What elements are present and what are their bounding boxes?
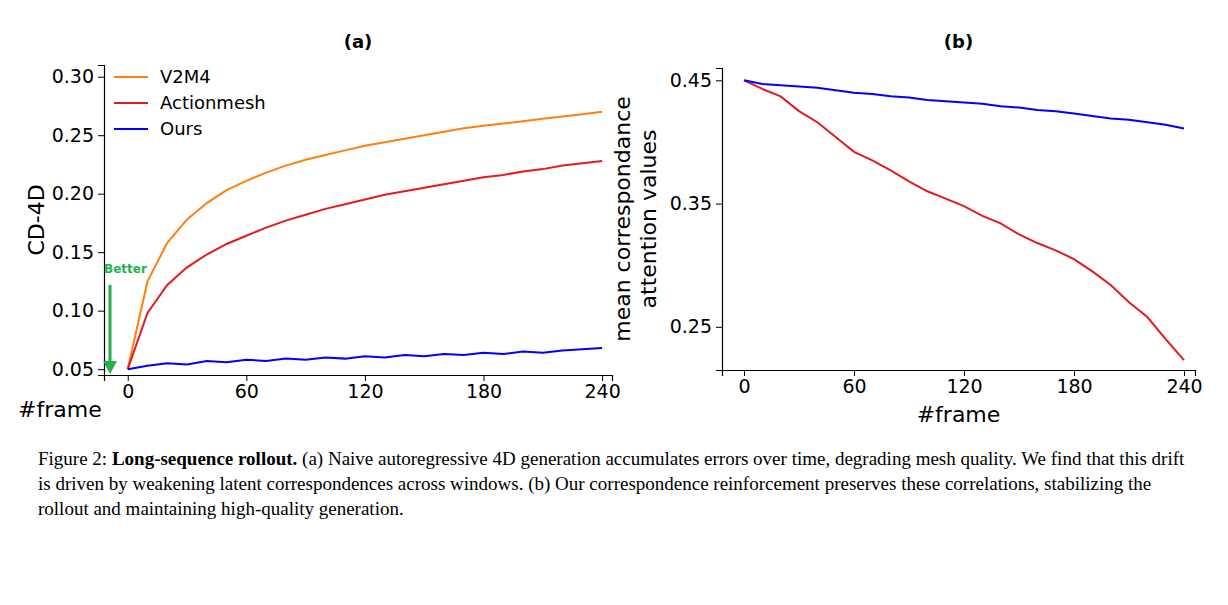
annotation-arrowhead xyxy=(103,361,117,374)
y-tick-mark xyxy=(716,80,722,81)
x-tick-label: 240 xyxy=(584,380,620,402)
legend: V2M4 Actionmesh Ours xyxy=(114,66,266,139)
caption-title: Long-sequence rollout. xyxy=(112,448,297,469)
x-tick-label: 60 xyxy=(235,380,259,402)
series-line xyxy=(744,80,1184,360)
y-tick-mark xyxy=(98,311,104,312)
series-line xyxy=(744,80,1184,128)
x-tick-label: 240 xyxy=(1166,375,1202,397)
y-tick-label: 0.10 xyxy=(52,299,94,321)
legend-swatch xyxy=(114,102,148,104)
x-axis: 0 60 120 180 240 xyxy=(723,370,1203,397)
legend-swatch xyxy=(114,128,148,130)
x-tick-label: 180 xyxy=(466,380,502,402)
y-tick-label: 0.25 xyxy=(52,124,94,146)
legend-label: Actionmesh xyxy=(160,92,266,113)
y-axis-line xyxy=(98,66,105,376)
x-tick: 120 xyxy=(946,370,982,397)
x-tick: 0 xyxy=(738,370,750,397)
y-tick-mark xyxy=(98,135,104,136)
y-axis-title: CD-4D xyxy=(24,184,49,255)
y-tick-label: 0.30 xyxy=(52,65,94,87)
x-tick: 240 xyxy=(584,375,620,402)
x-axis-title: #frame xyxy=(18,397,102,422)
y-tick: 0.10 xyxy=(52,299,104,321)
annotation-arrow xyxy=(109,285,112,363)
plot-area xyxy=(128,112,602,369)
panel: 0 60 120 180 240 0.05 0.10 0.15 0.20 0.25 0.30 (a) #… xyxy=(18,31,621,422)
x-tick: 0 xyxy=(122,375,134,402)
y-tick-mark xyxy=(98,194,104,195)
x-tick-label: 180 xyxy=(1056,375,1092,397)
x-tick-label: 0 xyxy=(122,380,134,402)
y-tick-mark xyxy=(98,252,104,253)
y-tick: 0.25 xyxy=(670,315,722,337)
y-tick-label: 0.35 xyxy=(670,192,712,214)
x-tick-label: 0 xyxy=(738,375,750,397)
x-tick: 180 xyxy=(1056,370,1092,397)
y-tick: 0.45 xyxy=(670,69,722,91)
y-tick-mark xyxy=(716,204,722,205)
x-tick: 120 xyxy=(347,375,383,402)
panel-title: (a) xyxy=(344,31,373,52)
caption: Figure 2: Long-sequence rollout. (a) Nai… xyxy=(38,446,1188,521)
y-tick-mark xyxy=(716,327,722,328)
x-axis-title: #frame xyxy=(917,402,1001,427)
x-axis: 0 60 120 180 240 xyxy=(105,375,621,402)
annotation: Better xyxy=(104,262,147,276)
series-line xyxy=(128,112,602,369)
x-tick: 60 xyxy=(235,375,259,402)
x-tick-label: 60 xyxy=(842,375,866,397)
y-tick: 0.15 xyxy=(52,241,104,263)
y-axis: 0.05 0.10 0.15 0.20 0.25 0.30 xyxy=(52,65,105,379)
x-tick: 180 xyxy=(466,375,502,402)
figure: 0 60 120 180 240 0.05 0.10 0.15 0.20 0.25 0.30 (a) #… xyxy=(0,0,1228,440)
caption-label: Figure 2: xyxy=(38,448,107,469)
y-tick-label: 0.20 xyxy=(52,182,94,204)
x-tick-label: 120 xyxy=(946,375,982,397)
y-axis-line xyxy=(716,69,723,371)
y-tick: 0.05 xyxy=(52,358,104,380)
series-line xyxy=(128,161,602,369)
x-tick: 240 xyxy=(1166,370,1202,397)
y-tick-label: 0.15 xyxy=(52,241,94,263)
y-tick-label: 0.45 xyxy=(670,69,712,91)
y-tick-mark xyxy=(98,369,104,370)
y-tick: 0.35 xyxy=(670,192,722,214)
y-tick: 0.25 xyxy=(52,124,104,146)
legend-swatch xyxy=(114,76,148,78)
x-tick-label: 120 xyxy=(347,380,383,402)
plot-area xyxy=(744,80,1184,360)
legend-label: V2M4 xyxy=(160,66,211,87)
panel-title: (b) xyxy=(944,31,973,52)
y-axis: 0.25 0.35 0.45 xyxy=(670,69,723,371)
panel: 0 60 120 180 240 0.25 0.35 0.45 (b) #frame mean co… xyxy=(610,31,1203,427)
series-line xyxy=(128,348,602,369)
y-tick-label: 0.25 xyxy=(670,315,712,337)
y-tick-mark xyxy=(98,77,104,78)
y-tick: 0.30 xyxy=(52,65,104,87)
legend-label: Ours xyxy=(160,118,202,139)
y-tick: 0.20 xyxy=(52,182,104,204)
x-tick: 60 xyxy=(842,370,866,397)
y-axis-title: mean correspondanceattention values xyxy=(610,96,661,342)
y-tick-label: 0.05 xyxy=(52,358,94,380)
